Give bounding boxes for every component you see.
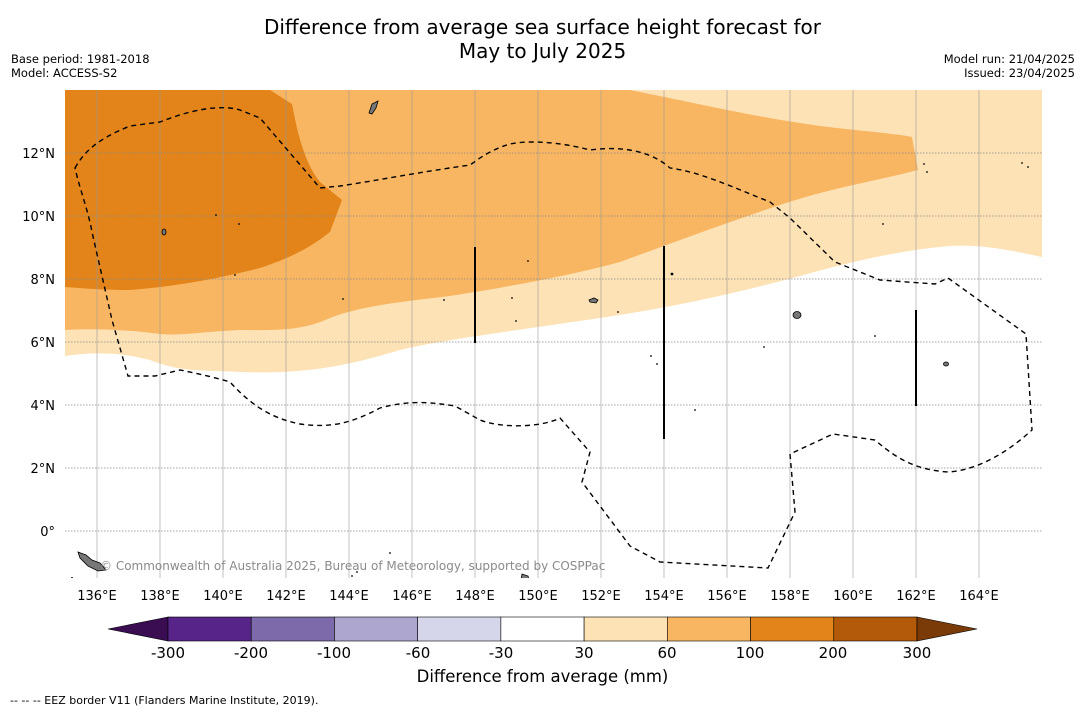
colorbar-segment	[500, 616, 585, 642]
island-manus	[520, 573, 529, 578]
lat-label: 4°N	[31, 399, 56, 414]
lon-label: 156°E	[707, 589, 747, 604]
colorbar-segment	[334, 616, 418, 642]
model-label: Model: ACCESS-S2	[11, 66, 118, 80]
lat-label: 10°N	[22, 210, 55, 225]
colorbar-extend-high	[916, 616, 978, 642]
colorbar-tick: 100	[736, 644, 765, 662]
islands	[77, 100, 949, 578]
colorbar-tick: 300	[903, 644, 932, 662]
colorbar-tick: 30	[574, 644, 593, 662]
latitude-labels: 12°N 10°N 8°N 6°N 4°N 2°N 0°	[22, 147, 55, 540]
eez-vertical-markers	[474, 246, 917, 439]
colorbar-tick: 60	[657, 644, 676, 662]
colorbar-segment	[250, 616, 335, 642]
lat-label: 2°N	[31, 462, 56, 477]
lon-label: 142°E	[266, 589, 306, 604]
anomaly-band-100-200	[65, 90, 342, 290]
lon-label: 146°E	[392, 589, 432, 604]
lon-label: 136°E	[77, 589, 117, 604]
island-chuuk	[588, 297, 599, 304]
island-pohnpei	[792, 311, 802, 319]
longitude-labels: 136°E 138°E 140°E 142°E 144°E 146°E 148°…	[77, 589, 999, 604]
island-new-guinea-coast	[77, 551, 107, 572]
map-plot-area: © Commonwealth of Australia 2025, Bureau…	[65, 90, 1042, 578]
island-kosrae	[943, 361, 949, 367]
colorbar-tick: -30	[489, 644, 514, 662]
issued-label: Issued: 23/04/2025	[964, 66, 1075, 80]
base-period-label: Base period: 1981-2018	[11, 52, 150, 66]
map-title-line1: Difference from average sea surface heig…	[263, 15, 822, 39]
island-yap	[161, 228, 167, 236]
colorbar-segment	[417, 616, 502, 642]
lon-label: 150°E	[518, 589, 558, 604]
colorbar	[107, 616, 978, 642]
colorbar-tick: -100	[317, 644, 351, 662]
lon-label: 140°E	[203, 589, 243, 604]
lon-label: 138°E	[140, 589, 180, 604]
eez-border-lines	[74, 106, 1033, 569]
colorbar-segment	[667, 616, 751, 642]
copyright-text: © Commonwealth of Australia 2025, Bureau…	[100, 559, 605, 573]
lon-label: 148°E	[455, 589, 495, 604]
eez-border-palau	[74, 106, 1033, 569]
eez-footnote: -- -- -- EEZ border V11 (Flanders Marine…	[10, 694, 319, 707]
small-atolls	[71, 162, 1029, 578]
lon-label: 164°E	[959, 589, 999, 604]
lon-label: 154°E	[644, 589, 684, 604]
colorbar-segment	[583, 616, 668, 642]
lat-label: 6°N	[31, 336, 56, 351]
lat-label: 12°N	[22, 147, 55, 162]
colorbar-tick: -60	[406, 644, 431, 662]
map-title-line2: May to July 2025	[458, 39, 627, 63]
lon-label: 158°E	[770, 589, 810, 604]
island-guam	[368, 100, 379, 115]
colorbar-tick-labels: -300 -200 -100 -60 -30 30 60 100 200 300	[151, 644, 931, 662]
colorbar-segment	[167, 616, 252, 642]
lon-label: 144°E	[329, 589, 369, 604]
colorbar-extend-low	[107, 616, 169, 642]
colorbar-segment	[833, 616, 918, 642]
colorbar-tick: -300	[151, 644, 185, 662]
model-run-label: Model run: 21/04/2025	[943, 52, 1075, 66]
lon-label: 162°E	[896, 589, 936, 604]
colorbar-tick: 200	[819, 644, 848, 662]
lon-label: 152°E	[581, 589, 621, 604]
lat-label: 0°	[40, 525, 55, 540]
colorbar-tick: -200	[234, 644, 268, 662]
lat-label: 8°N	[31, 273, 56, 288]
colorbar-segment	[750, 616, 835, 642]
colorbar-title: Difference from average (mm)	[416, 667, 669, 686]
lon-label: 160°E	[833, 589, 873, 604]
